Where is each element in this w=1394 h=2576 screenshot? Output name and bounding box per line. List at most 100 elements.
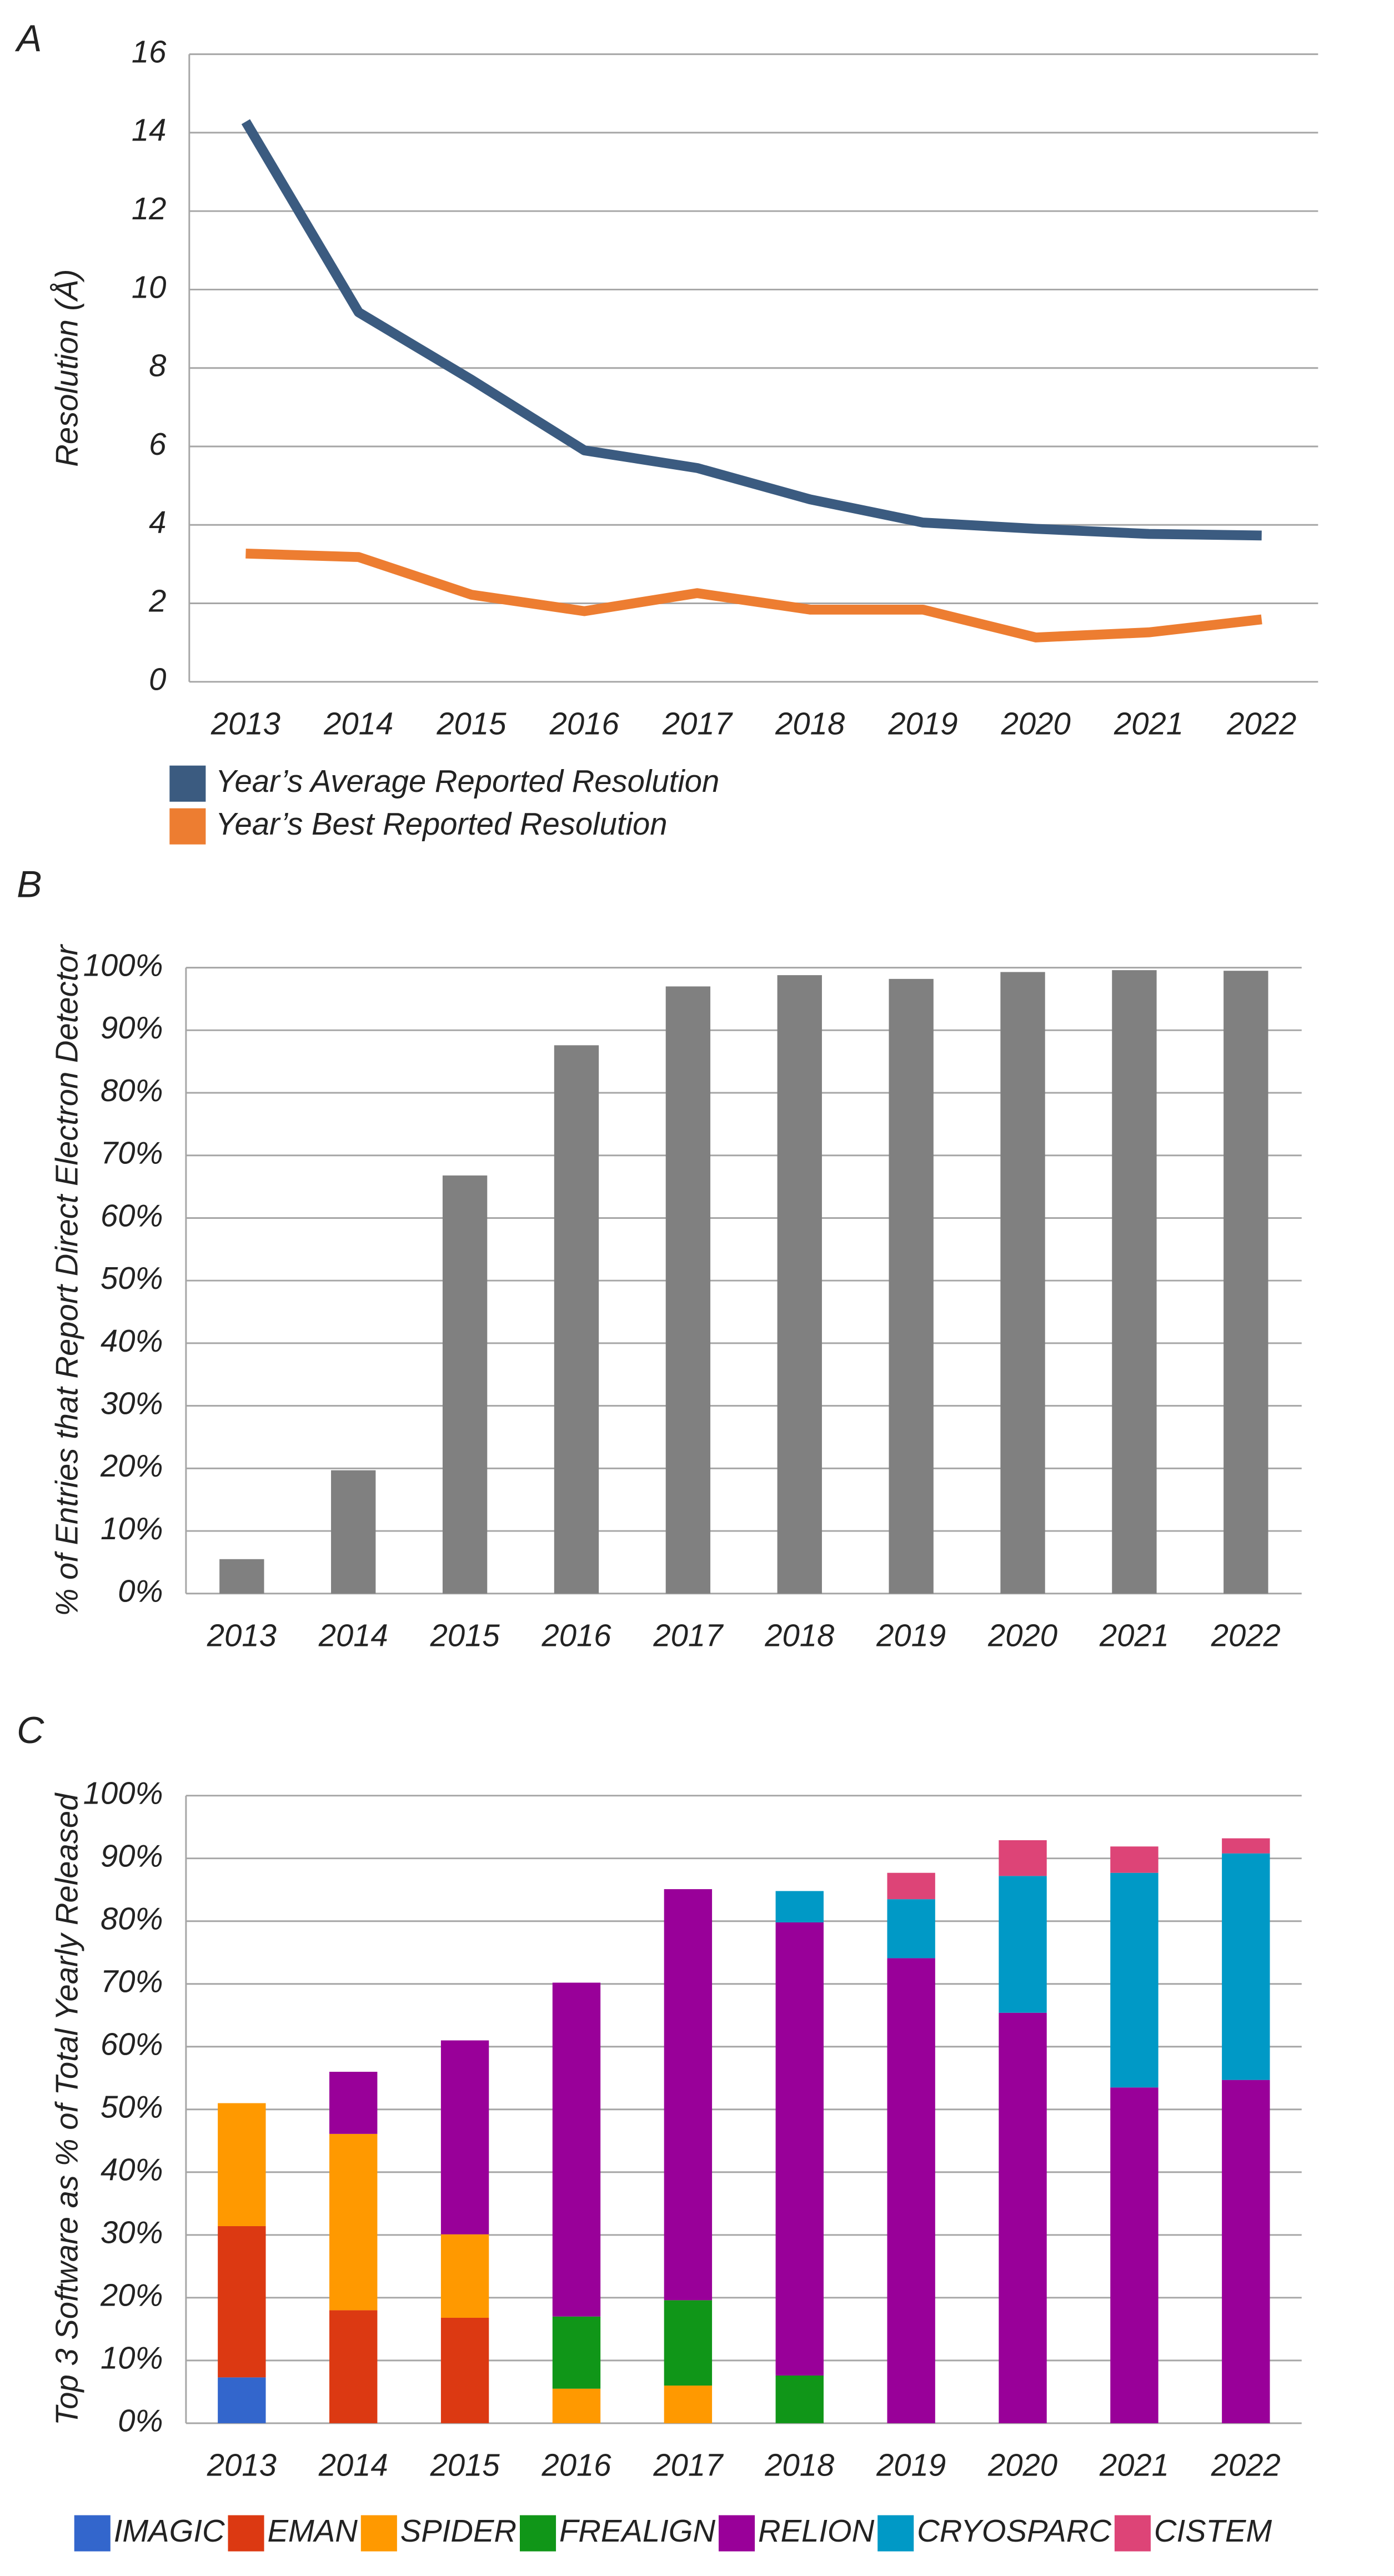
x-tick-label: 2013 (207, 2448, 277, 2483)
y-tick-label: 10 (132, 269, 167, 304)
y-tick-label: 50% (101, 1261, 163, 1295)
y-tick-label: 40% (101, 2152, 163, 2187)
legend-swatch (169, 765, 206, 802)
bar (442, 1175, 488, 1594)
bar-segment (1110, 1846, 1159, 1873)
y-tick-label: 20% (100, 1448, 163, 1483)
y-tick-label: 60% (101, 1198, 163, 1233)
bar-segment (775, 1891, 824, 1922)
y-tick-label: 6 (149, 426, 167, 461)
y-tick-label: 100% (83, 947, 163, 982)
y-tick-label: 10% (101, 1511, 163, 1546)
x-tick-label: 2019 (876, 2448, 946, 2483)
y-axis-label: Top 3 Software as % of Total Yearly Rele… (49, 1792, 84, 2426)
bar (1223, 971, 1268, 1594)
bar-segment (552, 2316, 601, 2389)
x-tick-label: 2015 (430, 1618, 500, 1653)
y-tick-label: 0% (118, 2403, 163, 2438)
x-tick-label: 2022 (1226, 706, 1296, 741)
bar-segment (1110, 1872, 1159, 2088)
x-tick-label: 2021 (1099, 1618, 1169, 1653)
bar-segment (440, 2040, 489, 2234)
y-tick-label: 40% (101, 1323, 163, 1358)
bar-segment (887, 1872, 935, 1900)
bar-segment (999, 1876, 1047, 2013)
legend-label: Year’s Average Reported Resolution (215, 764, 719, 799)
legend-label: FREALIGN (559, 2513, 715, 2548)
y-tick-label: 16 (132, 34, 167, 69)
legend-label: Year’s Best Reported Resolution (215, 806, 667, 841)
x-tick-label: 2020 (987, 2448, 1057, 2483)
y-tick-label: 20% (100, 2278, 163, 2313)
bar-segment (664, 2300, 713, 2386)
bar-segment (1222, 1838, 1270, 1854)
x-tick-label: 2018 (775, 706, 845, 741)
bar-segment (664, 2386, 713, 2423)
x-tick-label: 2022 (1211, 1618, 1281, 1653)
legend-label: RELION (758, 2513, 875, 2548)
legend-swatch (1114, 2515, 1151, 2552)
legend-swatch (360, 2515, 397, 2552)
x-tick-label: 2021 (1114, 706, 1184, 741)
legend-label: EMAN (267, 2513, 358, 2548)
bar-segment (329, 2310, 378, 2423)
legend-label: IMAGIC (114, 2513, 225, 2548)
y-axis-label: Resolution (Å) (49, 269, 84, 467)
panel-label: C (17, 1709, 44, 1751)
x-tick-label: 2014 (323, 706, 393, 741)
y-tick-label: 80% (101, 1901, 163, 1936)
y-tick-label: 70% (101, 1136, 163, 1171)
bar-segment (329, 2133, 378, 2311)
bar (331, 1470, 376, 1594)
bar-segment (218, 2103, 266, 2226)
bar-segment (218, 2377, 266, 2423)
y-tick-label: 70% (101, 1964, 163, 1999)
x-tick-label: 2015 (430, 2448, 500, 2483)
bar (777, 975, 822, 1594)
x-tick-label: 2019 (887, 706, 957, 741)
x-tick-label: 2014 (318, 1618, 388, 1653)
x-tick-label: 2016 (541, 2448, 611, 2483)
y-tick-label: 0 (149, 662, 166, 697)
x-tick-label: 2016 (541, 1618, 611, 1653)
legend-swatch (877, 2515, 914, 2552)
bar (889, 978, 934, 1594)
x-tick-label: 2015 (436, 706, 507, 741)
bar-segment (664, 1889, 713, 2301)
bar-segment (775, 2375, 824, 2423)
y-tick-label: 12 (132, 191, 167, 226)
x-tick-label: 2019 (876, 1618, 946, 1653)
y-tick-label: 4 (149, 505, 166, 540)
bar-segment (440, 2317, 489, 2423)
x-tick-label: 2013 (210, 706, 280, 741)
legend-swatch (519, 2515, 556, 2552)
x-tick-label: 2020 (1001, 706, 1071, 741)
y-tick-label: 2 (148, 583, 166, 618)
bar-segment (440, 2234, 489, 2318)
y-tick-label: 60% (101, 2027, 163, 2062)
legend-label: CRYOSPARC (917, 2513, 1111, 2548)
bar-segment (999, 1840, 1047, 1876)
y-tick-label: 80% (101, 1073, 163, 1108)
bar (219, 1559, 264, 1594)
bar-segment (1110, 2087, 1159, 2423)
bar (554, 1045, 599, 1594)
x-tick-label: 2014 (318, 2448, 388, 2483)
bar-segment (1222, 2080, 1270, 2423)
line-series (241, 119, 1262, 541)
bar (665, 986, 711, 1594)
y-tick-label: 30% (101, 2215, 163, 2250)
y-tick-label: 0% (118, 1574, 163, 1609)
bar-segment (552, 2388, 601, 2423)
bar-segment (887, 1958, 935, 2423)
y-tick-label: 50% (101, 2090, 163, 2125)
x-tick-label: 2022 (1211, 2448, 1281, 2483)
y-tick-label: 10% (101, 2341, 163, 2376)
x-tick-label: 2018 (764, 1618, 834, 1653)
x-tick-label: 2017 (653, 1618, 724, 1653)
legend-swatch (74, 2515, 111, 2552)
legend-label: SPIDER (400, 2513, 517, 2548)
legend-swatch (228, 2515, 264, 2552)
